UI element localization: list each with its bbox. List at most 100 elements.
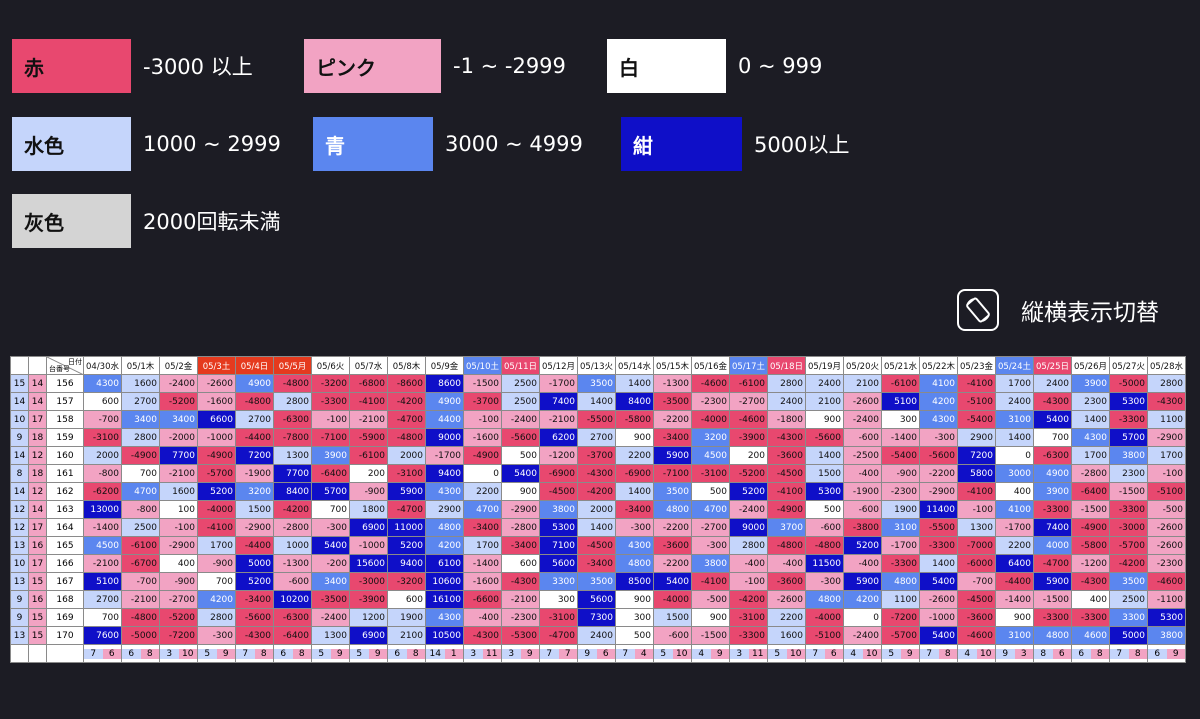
screen-rotation-icon: [966, 297, 990, 323]
value-cell: -3100: [691, 464, 730, 483]
value-cell: 3200: [235, 482, 274, 501]
loss-count-cell: 18: [28, 428, 47, 447]
data-table: 日付 台番号 04/30水 05/1木 05/2金 05/3土 05/4日 05/5月 05/6…: [10, 356, 1186, 663]
value-cell: 1700: [1147, 446, 1186, 465]
value-cell: -900: [197, 554, 236, 573]
loss-count: 9: [900, 648, 919, 659]
value-cell: -2600: [1147, 518, 1186, 537]
value-cell: 9400: [425, 464, 464, 483]
machine-number-cell: 165: [46, 536, 84, 555]
value-cell: -1300: [653, 374, 692, 393]
value-cell: 4200: [919, 392, 958, 411]
win-count-cell: 13: [10, 626, 29, 645]
value-cell: -6100: [881, 374, 920, 393]
win-count: 5: [768, 648, 787, 659]
win-count: 8: [1034, 648, 1053, 659]
value-cell: -600: [273, 572, 312, 591]
value-cell: 10200: [273, 590, 312, 609]
value-cell: 1600: [159, 482, 198, 501]
value-cell: -1500: [1033, 590, 1072, 609]
table-row: 14 12 160 2000 -4900 7700 -4900 7200 1300 3900 -61…: [10, 446, 1186, 465]
value-cell: 1900: [881, 500, 920, 519]
value-cell: -3200: [311, 374, 350, 393]
value-cell: 2700: [121, 392, 160, 411]
value-cell: -2300: [691, 392, 730, 411]
value-cell: -1700: [995, 518, 1034, 537]
value-cell: -4200: [273, 500, 312, 519]
win-count: 6: [1072, 648, 1091, 659]
loss-count: 8: [140, 648, 159, 659]
value-cell: -4200: [729, 590, 768, 609]
value-cell: 2100: [805, 392, 844, 411]
value-cell: -4900: [1071, 518, 1110, 537]
value-cell: 2500: [501, 392, 540, 411]
win-count: 5: [882, 648, 901, 659]
value-cell: -6700: [121, 554, 160, 573]
value-cell: 2900: [425, 500, 464, 519]
value-cell: 1000: [273, 536, 312, 555]
value-cell: -2600: [767, 590, 806, 609]
value-cell: 2300: [1071, 392, 1110, 411]
value-cell: 8400: [273, 482, 312, 501]
loss-count-cell: 15: [28, 626, 47, 645]
value-cell: -2700: [691, 518, 730, 537]
value-cell: 1300: [311, 626, 350, 645]
win-count: 5: [312, 648, 331, 659]
loss-count-cell: 17: [28, 518, 47, 537]
value-cell: 3100: [995, 410, 1034, 429]
value-cell: 7400: [1033, 518, 1072, 537]
value-cell: -5100: [957, 392, 996, 411]
legend-swatch: 赤: [12, 39, 131, 93]
value-cell: 11500: [805, 554, 844, 573]
value-cell: -4100: [197, 518, 236, 537]
value-cell: 3400: [159, 410, 198, 429]
value-cell: 11400: [919, 500, 958, 519]
count-blank: [46, 644, 84, 663]
value-cell: -2400: [311, 608, 350, 627]
value-cell: 400: [995, 482, 1034, 501]
value-cell: -100: [463, 410, 502, 429]
win-count: 9: [996, 648, 1015, 659]
corner-header: 日付 台番号: [46, 356, 84, 375]
value-cell: 4300: [615, 536, 654, 555]
value-cell: -1100: [1147, 590, 1186, 609]
value-cell: -1900: [235, 464, 274, 483]
value-cell: 7100: [539, 536, 578, 555]
win-count: 3: [502, 648, 521, 659]
win-count: 5: [350, 648, 369, 659]
loss-count-cell: 17: [28, 410, 47, 429]
rotation-toggle-label[interactable]: 縦横表示切替: [1021, 300, 1159, 326]
value-cell: 3500: [577, 374, 616, 393]
loss-count: 10: [178, 648, 197, 659]
value-cell: -2400: [843, 410, 882, 429]
value-cell: 5900: [843, 572, 882, 591]
loss-count-cell: 12: [28, 446, 47, 465]
value-cell: -1200: [539, 446, 578, 465]
value-cell: 3800: [539, 500, 578, 519]
win-count: 6: [388, 648, 407, 659]
table-row: 9 16 168 2700 -2100 -2700 4200 -3400 10200 -3500-…: [10, 590, 1186, 609]
value-cell: -2400: [501, 410, 540, 429]
loss-count-cell: 12: [28, 482, 47, 501]
value-cell: 3900: [1071, 374, 1110, 393]
value-cell: 4800: [425, 518, 464, 537]
value-cell: -5200: [729, 464, 768, 483]
machine-number-cell: 160: [46, 446, 84, 465]
value-cell: -1700: [539, 374, 578, 393]
value-cell: 5400: [919, 626, 958, 645]
value-cell: -4300: [463, 626, 502, 645]
value-cell: 1400: [615, 374, 654, 393]
legend-swatch: ピンク: [304, 39, 441, 93]
count-cell: 4 10: [957, 644, 996, 663]
value-cell: 300: [881, 410, 920, 429]
loss-count: 9: [216, 648, 235, 659]
value-cell: 2100: [843, 374, 882, 393]
screen-rotation-button[interactable]: [957, 289, 999, 331]
value-cell: 900: [501, 482, 540, 501]
value-cell: -6300: [273, 608, 312, 627]
value-cell: 3800: [1109, 446, 1148, 465]
value-cell: -5000: [121, 626, 160, 645]
